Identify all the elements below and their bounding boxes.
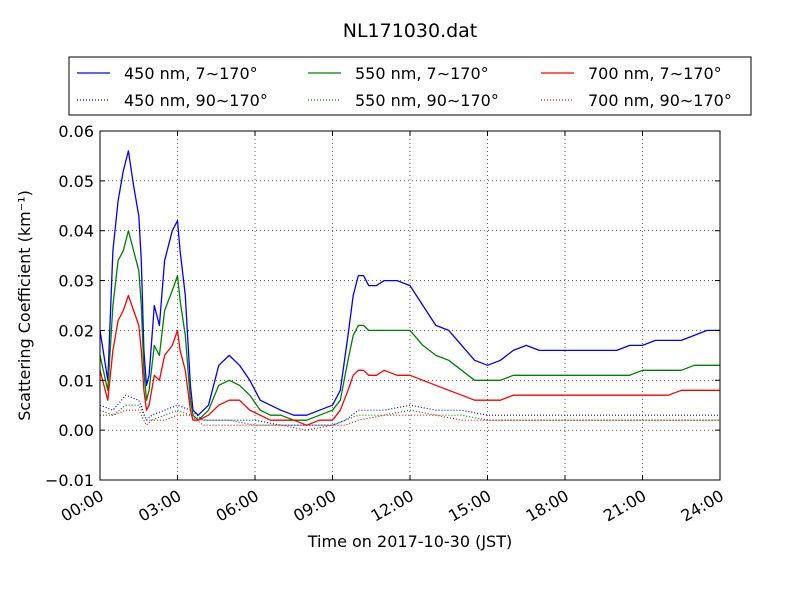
legend: 450 nm, 7∼170° 550 nm, 7∼170° 700 nm, 7∼17… bbox=[68, 56, 752, 116]
y-tick-label: 0.05 bbox=[58, 172, 94, 191]
y-tick-label: 0.04 bbox=[58, 222, 94, 241]
y-tick-label: 0.03 bbox=[58, 272, 94, 291]
y-tick-label: 0.00 bbox=[58, 421, 94, 440]
legend-label: 450 nm, 7∼170° bbox=[124, 64, 258, 83]
series-line bbox=[99, 150, 720, 416]
series-line bbox=[99, 404, 720, 426]
legend-label: 700 nm, 7∼170° bbox=[588, 64, 722, 83]
series-line bbox=[100, 409, 720, 431]
legend-label: 450 nm, 90∼170° bbox=[124, 91, 268, 110]
series-line bbox=[99, 294, 720, 426]
series-layer bbox=[99, 150, 720, 431]
legend-label: 550 nm, 7∼170° bbox=[355, 64, 489, 83]
y-tick-label: −0.01 bbox=[45, 471, 94, 490]
chart-title: NL171030.dat bbox=[343, 20, 478, 42]
y-tick-label: 0.01 bbox=[58, 371, 94, 390]
y-tick-label: 0.06 bbox=[58, 122, 94, 141]
legend-label: 550 nm, 90∼170° bbox=[355, 91, 499, 110]
y-tick-label: 0.02 bbox=[58, 321, 94, 340]
x-axis-label: Time on 2017-10-30 (JST) bbox=[307, 532, 512, 551]
series-line bbox=[99, 230, 720, 421]
legend-label: 700 nm, 90∼170° bbox=[588, 91, 732, 110]
legend-box bbox=[68, 56, 752, 116]
y-axis-label: Scattering Coefficient (km⁻¹) bbox=[15, 190, 34, 421]
grid-layer bbox=[100, 131, 720, 480]
